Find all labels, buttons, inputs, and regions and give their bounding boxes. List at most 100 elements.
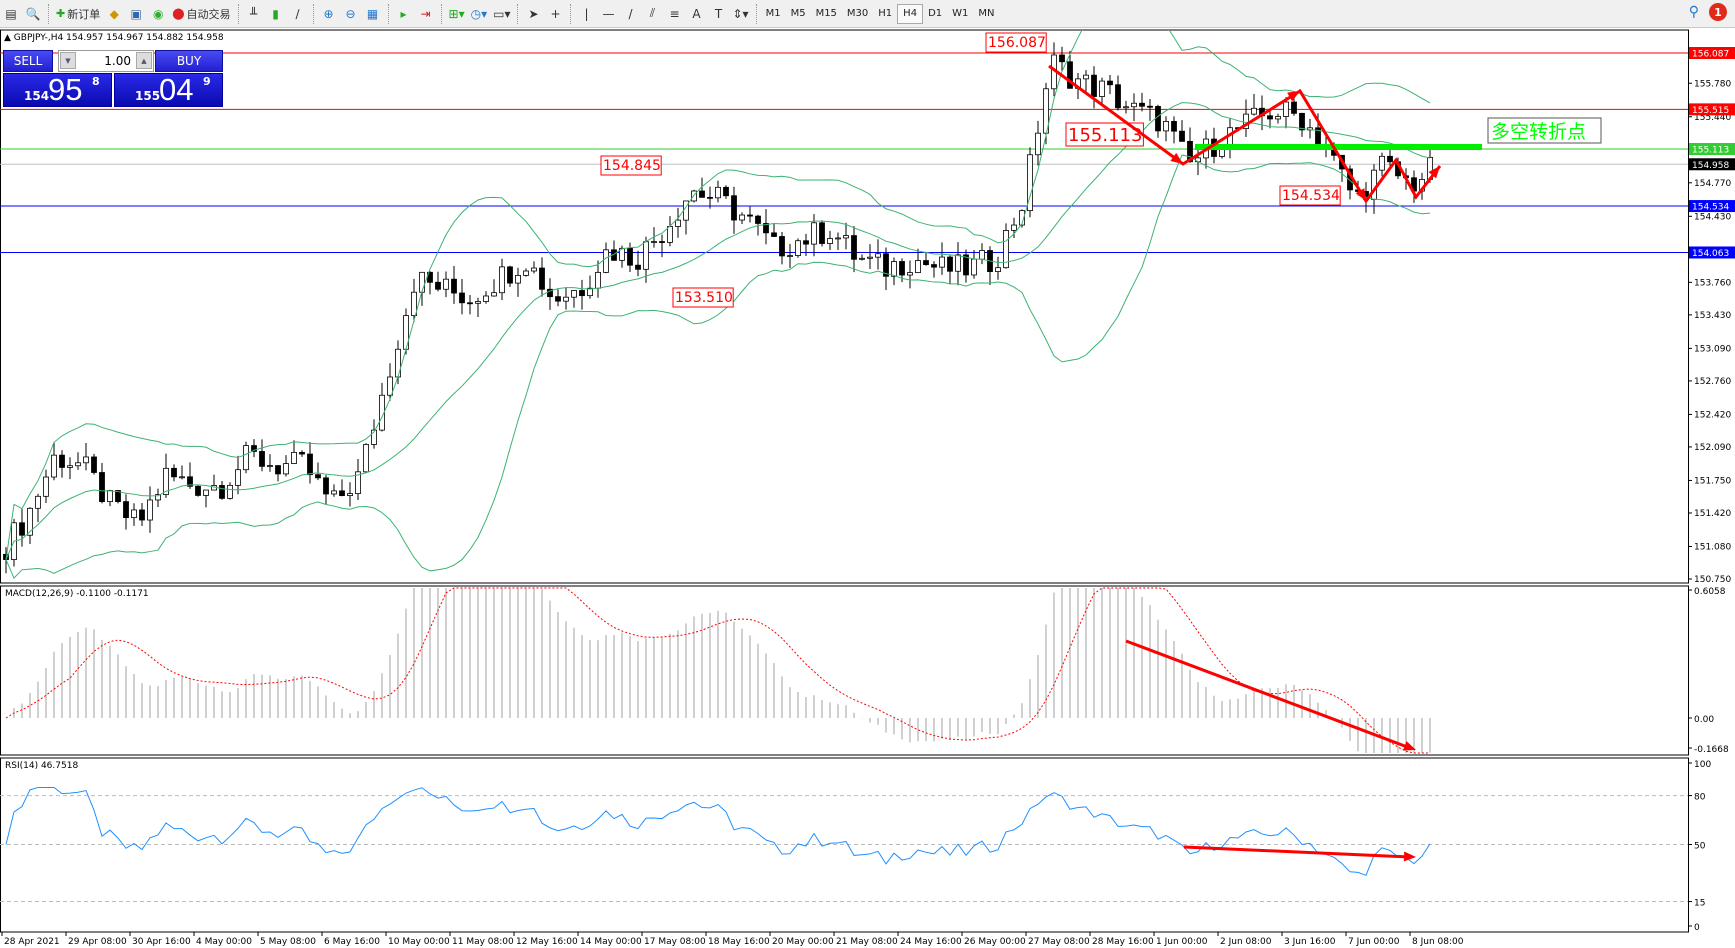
sell-price[interactable]: 154 95 8 [3, 72, 112, 107]
candle [1155, 104, 1161, 138]
time-label: 5 May 08:00 [260, 937, 316, 947]
price-tick-label: 151.080 [1694, 542, 1731, 552]
bollinger-upper [5, 30, 1431, 560]
new-chart-icon[interactable]: ▤ [5, 6, 17, 21]
timeframe-h4[interactable]: H4 [897, 3, 924, 24]
macd-tick-label: 0.6058 [1694, 587, 1726, 597]
candle [1387, 148, 1393, 166]
time-label: 1 Jun 00:00 [1156, 937, 1208, 947]
volume-down-icon[interactable]: ▼ [60, 52, 76, 69]
time-label: 11 May 08:00 [452, 937, 514, 947]
navigator-icon[interactable]: ▣ [130, 6, 142, 21]
sell-button[interactable]: SELL [3, 50, 53, 72]
candle-body [659, 241, 665, 243]
timeframe-mn[interactable]: MN [978, 8, 995, 19]
time-label: 2 Jun 08:00 [1220, 937, 1272, 947]
indicators-icon[interactable]: ⊞▾ [448, 6, 465, 21]
crosshair-icon[interactable]: + [550, 6, 561, 21]
arrows-icon[interactable]: ⇕▾ [732, 6, 749, 21]
candle-body [1219, 148, 1225, 157]
timeframe-w1[interactable]: W1 [952, 8, 969, 19]
search-icon[interactable]: ⚲ [1688, 4, 1699, 20]
chart-shift-icon[interactable]: ⇥ [420, 6, 431, 21]
zoom-in-icon[interactable]: ⊕ [323, 6, 334, 21]
timeframe-d1[interactable]: D1 [928, 8, 943, 19]
candle [1027, 147, 1033, 218]
volume-up-icon[interactable]: ▲ [136, 52, 152, 69]
notification-icon[interactable]: 1 [1709, 3, 1727, 21]
horizontal-line-icon[interactable]: — [602, 6, 615, 21]
time-label: 18 May 16:00 [708, 937, 770, 947]
volume-input[interactable]: 1.00 [58, 50, 154, 72]
candle-body [563, 296, 569, 302]
timeframe-m15[interactable]: M15 [815, 8, 837, 19]
candle-body [1387, 155, 1393, 163]
zoom-out-icon[interactable]: ⊖ [345, 6, 356, 21]
candle [683, 200, 689, 235]
market-watch-icon[interactable]: ◆ [109, 6, 119, 21]
new-order-button[interactable]: ✚ 新订单 [53, 3, 103, 25]
candle-body [723, 186, 729, 197]
candle [987, 246, 993, 286]
bar-chart-icon[interactable]: ╨ [249, 6, 258, 21]
candle [147, 486, 153, 533]
candle [27, 507, 33, 545]
auto-trading-button[interactable]: ⬤ 自动交易 [169, 3, 233, 25]
candle [59, 450, 65, 478]
symbol-info: ▲ GBPJPY-,H4 154.957 154.967 154.882 154… [4, 33, 224, 43]
main-chart-layer: 156.087 155.113 154.845 153.510 154.534 多空转折点 [0, 30, 1688, 579]
text-label-icon[interactable]: T [714, 6, 723, 21]
timeframe-m30[interactable]: M30 [846, 8, 869, 19]
candlestick-icon[interactable]: ▮ [272, 6, 279, 21]
profiles-icon[interactable]: 🔍 [25, 6, 41, 21]
price-tick-label: 153.430 [1694, 311, 1731, 321]
candle-body [91, 456, 97, 473]
line-chart-icon[interactable]: ∕ [295, 6, 300, 21]
candle [555, 289, 561, 307]
price-callout-box [1279, 185, 1341, 206]
buy-price[interactable]: 155 04 9 [114, 72, 223, 107]
candle [11, 518, 17, 567]
text-icon[interactable]: A [692, 6, 701, 21]
timeframe-m5[interactable]: M5 [790, 8, 806, 19]
candle [907, 260, 913, 289]
fibonacci-icon[interactable]: ⫽ [649, 6, 656, 20]
candle [1115, 75, 1121, 111]
toolbar-right: ⚲ 1 [1689, 3, 1727, 21]
candle [691, 189, 697, 203]
timeframe-m1[interactable]: M1 [765, 8, 781, 19]
price-label-badge [1689, 142, 1735, 155]
chart-window[interactable]: 156.087 155.113 154.845 153.510 154.534 多空转折点… [0, 28, 1735, 948]
tile-windows-icon[interactable]: ▦ [366, 6, 379, 21]
vertical-line-icon[interactable]: | [584, 6, 589, 21]
templates-icon[interactable]: ▭▾ [493, 6, 511, 21]
toolbar-separator [755, 3, 757, 24]
auto-scroll-icon[interactable]: ▸ [400, 6, 407, 21]
buy-button[interactable]: BUY [155, 50, 223, 72]
toolbar-separator [570, 3, 572, 24]
signals-icon[interactable]: ◉ [152, 6, 164, 21]
candle-body [547, 288, 553, 298]
candle-body [155, 494, 161, 501]
periods-icon[interactable]: ◷▾ [470, 6, 488, 21]
candle [179, 465, 185, 480]
candle [891, 257, 897, 286]
candle-body [379, 394, 385, 431]
price-tick-label: 150.750 [1694, 575, 1731, 585]
grid-icon[interactable]: ≡ [669, 6, 680, 21]
trendline-icon[interactable]: / [628, 6, 633, 21]
candle [155, 488, 161, 507]
candle [467, 295, 473, 315]
candle-body [291, 451, 297, 464]
candle-body [539, 267, 545, 290]
candle-body [779, 236, 785, 257]
candle [491, 279, 497, 297]
cursor-icon[interactable]: ➤ [528, 6, 539, 21]
price-label-badge [1689, 158, 1735, 171]
price-tick-label: 152.420 [1694, 410, 1731, 420]
candle [227, 482, 233, 500]
time-label: 26 May 00:00 [964, 937, 1026, 947]
timeframe-h1[interactable]: H1 [878, 8, 893, 19]
candle-body [51, 454, 57, 478]
symbol-info-text: GBPJPY-,H4 154.957 154.967 154.882 154.9… [13, 33, 224, 43]
